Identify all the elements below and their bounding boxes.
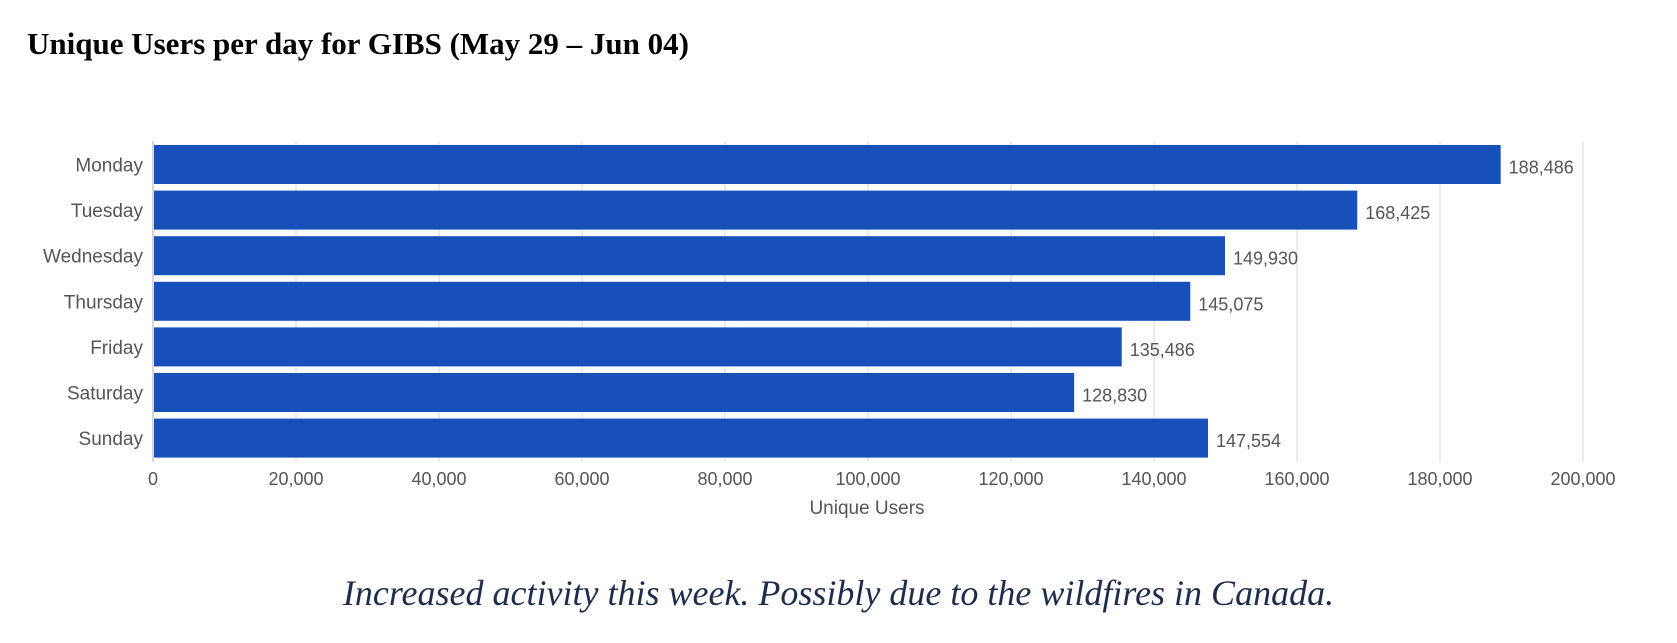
category-label: Wednesday — [43, 247, 143, 268]
bar — [154, 190, 1358, 230]
x-tick-label: 80,000 — [697, 469, 752, 489]
x-tick-label: 120,000 — [978, 469, 1043, 489]
category-label: Tuesday — [71, 201, 144, 222]
bars — [154, 145, 1501, 458]
category-label: Friday — [90, 338, 143, 359]
chart-title: Unique Users per day for GIBS (May 29 – … — [27, 26, 689, 61]
data-label: 147,554 — [1216, 431, 1281, 451]
bar — [154, 327, 1122, 367]
data-label: 188,486 — [1509, 158, 1574, 178]
bar — [154, 418, 1209, 458]
x-tick-labels: 0 20,000 40,000 60,000 80,000 100,000 120,000 1… — [148, 469, 1616, 489]
x-tick-label: 180,000 — [1407, 469, 1472, 489]
x-axis-label: Unique Users — [809, 498, 924, 519]
category-label: Sunday — [79, 429, 144, 450]
annotation-note: Increased activity this week. Possibly d… — [0, 572, 1677, 614]
x-tick-label: 20,000 — [268, 469, 323, 489]
bar — [154, 145, 1501, 184]
data-label: 149,930 — [1233, 249, 1298, 269]
data-labels: 188,486 168,425 149,930 145,075 135,486 128,8… — [1082, 158, 1574, 452]
x-tick-label: 160,000 — [1264, 469, 1329, 489]
data-label: 135,486 — [1130, 340, 1195, 360]
annotation-text: Increased activity this week. Possibly d… — [342, 573, 1335, 613]
x-tick-label: 200,000 — [1550, 469, 1615, 489]
x-tick-label: 100,000 — [835, 469, 900, 489]
data-label: 145,075 — [1198, 294, 1263, 314]
bar — [154, 373, 1075, 412]
x-tick-label: 140,000 — [1121, 469, 1186, 489]
x-tick-label: 40,000 — [411, 469, 466, 489]
category-labels: Monday Tuesday Wednesday Thursday Friday Satu… — [43, 156, 143, 451]
bar — [154, 236, 1225, 276]
x-tick-label: 60,000 — [554, 469, 609, 489]
category-label: Monday — [75, 156, 143, 177]
category-label: Thursday — [64, 292, 144, 313]
bar-chart: Monday Tuesday Wednesday Thursday Friday Satu… — [43, 141, 1616, 519]
category-label: Saturday — [67, 384, 144, 405]
x-tick-label: 0 — [148, 469, 158, 489]
bar — [154, 281, 1191, 321]
data-label: 128,830 — [1082, 386, 1147, 406]
data-label: 168,425 — [1365, 203, 1430, 223]
